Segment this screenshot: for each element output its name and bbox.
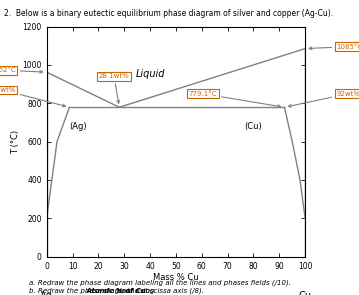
X-axis label: Mass % Cu: Mass % Cu xyxy=(153,273,199,282)
Text: Liquid: Liquid xyxy=(135,70,165,79)
Text: 1085°C: 1085°C xyxy=(309,44,359,50)
Text: b. Redraw the phase diagram using: b. Redraw the phase diagram using xyxy=(29,287,154,294)
Text: 779.1°C: 779.1°C xyxy=(189,91,280,107)
Text: 28.1wt%: 28.1wt% xyxy=(99,73,130,103)
Text: Ag: Ag xyxy=(40,291,53,295)
Text: 2.  Below is a binary eutectic equilibrium phase diagram of silver and copper (A: 2. Below is a binary eutectic equilibriu… xyxy=(4,9,333,18)
Text: (Cu): (Cu) xyxy=(244,122,262,131)
Text: 92wt%: 92wt% xyxy=(288,91,359,107)
Text: (Ag): (Ag) xyxy=(69,122,87,131)
Text: 8.8wt%: 8.8wt% xyxy=(0,87,66,107)
Text: as the abscissa axis (/8).: as the abscissa axis (/8). xyxy=(115,287,204,294)
Text: Atomic % of Cu: Atomic % of Cu xyxy=(84,288,146,294)
Text: Cu: Cu xyxy=(299,291,312,295)
Text: a. Redraw the phase diagram labeling all the lines and phases fields (/10).: a. Redraw the phase diagram labeling all… xyxy=(29,280,291,286)
Text: 962°C: 962°C xyxy=(0,67,43,73)
Y-axis label: T (°C): T (°C) xyxy=(11,130,20,154)
